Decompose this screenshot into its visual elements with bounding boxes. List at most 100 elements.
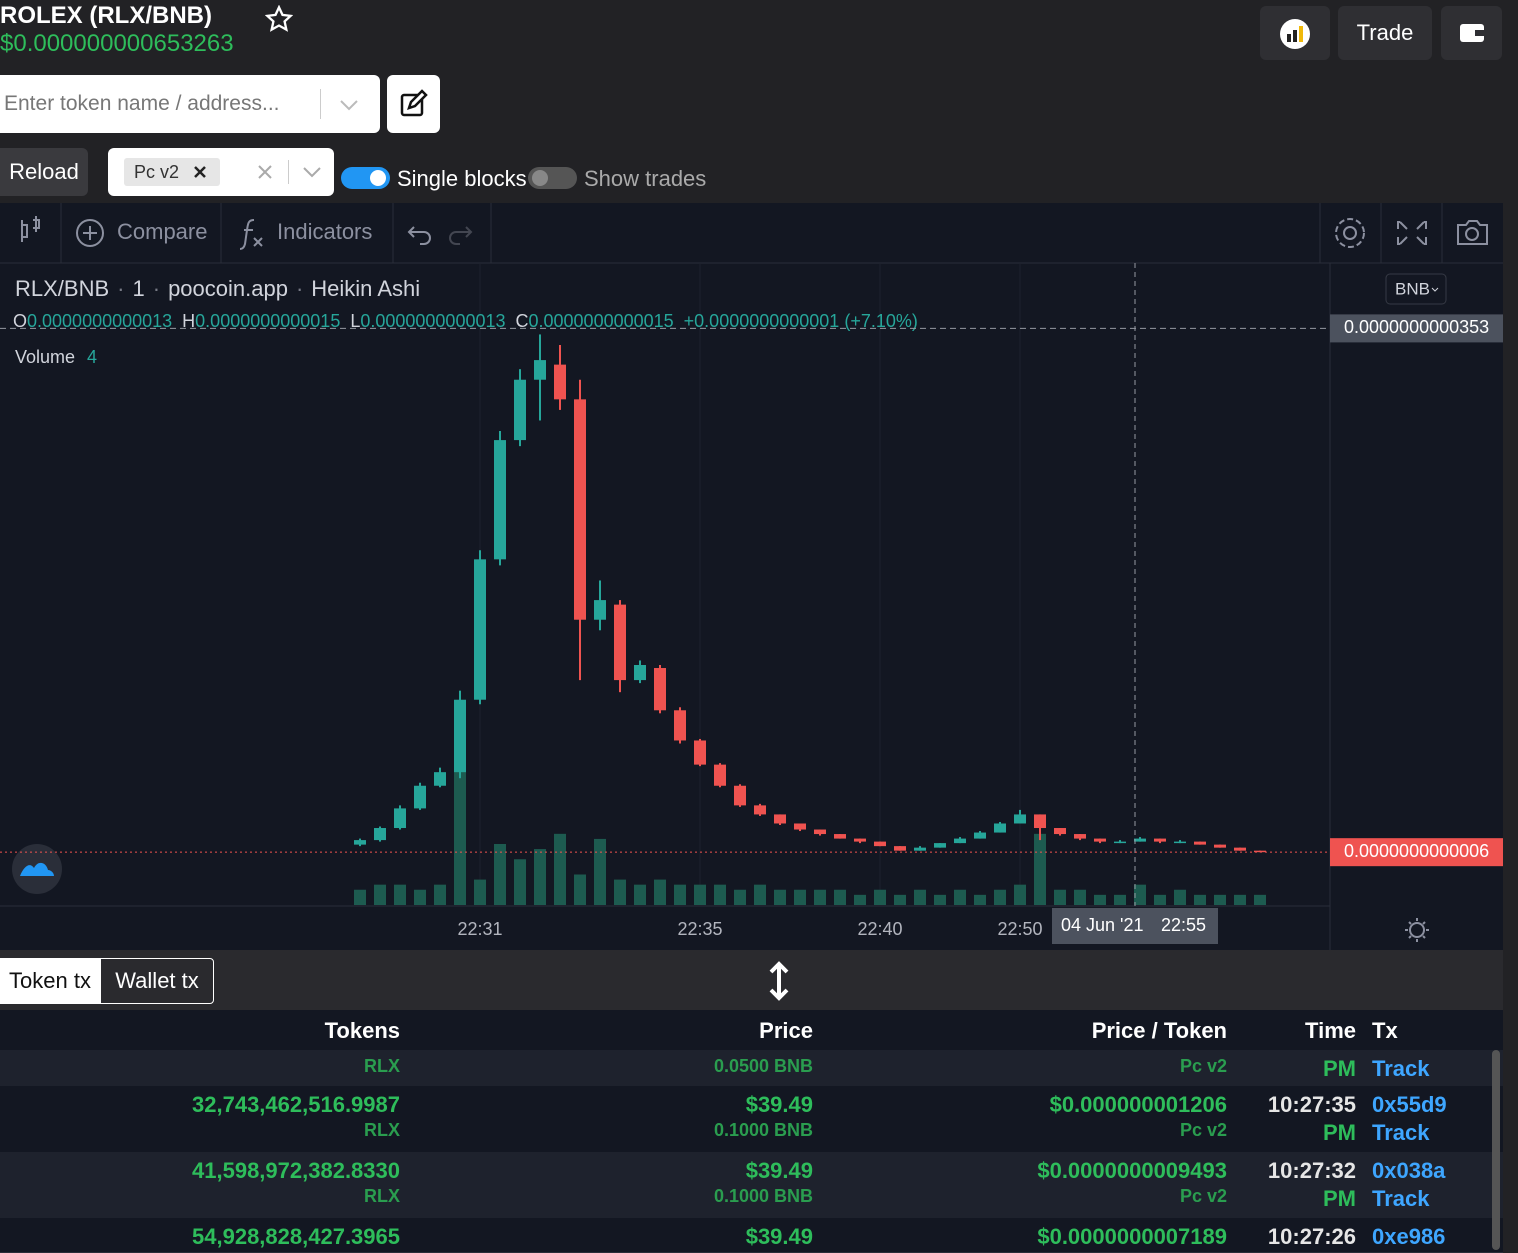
volume-bar <box>614 879 626 905</box>
volume-bar <box>1054 889 1066 905</box>
candle-body <box>1234 847 1246 851</box>
volume-bar <box>1014 884 1026 905</box>
resize-handle[interactable] <box>766 960 792 1002</box>
low-label: L <box>350 311 360 331</box>
scrollbar[interactable] <box>1492 1050 1500 1250</box>
volume-bar <box>394 884 406 905</box>
tx-sub[interactable]: Track <box>1372 1056 1430 1081</box>
candle-body <box>994 823 1006 833</box>
settings-icon[interactable] <box>1343 226 1357 240</box>
candle-body <box>454 699 466 773</box>
tx-value[interactable]: 0xe986 <box>1372 1224 1446 1249</box>
chart-button[interactable] <box>1260 6 1330 60</box>
volume-bar <box>594 838 606 905</box>
chip-remove[interactable] <box>192 164 208 180</box>
price-sub: 0.1000 BNB <box>713 1120 813 1140</box>
candle-body <box>434 772 446 786</box>
redo-icon[interactable] <box>449 226 473 245</box>
dropdown-chevron[interactable] <box>336 95 362 115</box>
ohlc-legend: O0.0000000000013 H0.0000000000015 L0.00000… <box>13 311 918 331</box>
candle-body <box>754 805 766 815</box>
candle-body <box>674 710 686 741</box>
volume-bar <box>854 894 866 905</box>
favorite-star[interactable] <box>265 5 293 33</box>
volume-bar <box>814 889 826 905</box>
candle-body <box>1174 841 1186 844</box>
volume-legend: Volume 4 <box>15 347 97 367</box>
price-per-token-value: $0.000000001206 <box>1049 1092 1227 1117</box>
currency-chevron <box>1431 287 1439 292</box>
token-tx-tab[interactable]: Token tx <box>0 958 100 1004</box>
dropdown-chevron[interactable] <box>300 162 324 182</box>
undo-icon[interactable] <box>407 226 431 245</box>
compare-icon[interactable] <box>76 219 104 247</box>
edit-icon <box>400 89 428 117</box>
candle-body <box>1114 841 1126 844</box>
candle-body <box>1214 844 1226 848</box>
volume-bar <box>534 849 546 905</box>
candle-body <box>414 785 426 809</box>
currency-select[interactable] <box>1385 273 1447 305</box>
exchange-chip <box>124 158 220 186</box>
tx-sub[interactable]: Track <box>1372 1120 1430 1145</box>
candle-body <box>854 838 866 842</box>
volume-bar <box>374 884 386 905</box>
close-label: C <box>516 311 529 331</box>
volume-bar <box>1114 894 1126 905</box>
candle-body <box>1054 828 1066 835</box>
candle-body <box>894 846 906 851</box>
single-blocks-toggle[interactable] <box>341 166 391 190</box>
volume-bar <box>1214 894 1226 905</box>
tokens-sub: RLX <box>364 1056 400 1076</box>
wallet-tx-tab[interactable]: Wallet tx <box>100 958 214 1004</box>
screenshot-icon[interactable] <box>1457 220 1488 245</box>
trade-button[interactable]: Trade <box>1338 6 1432 60</box>
tx-value[interactable]: 0x55d9 <box>1372 1092 1447 1117</box>
last-price-tag <box>1330 838 1503 867</box>
crosshair-price-tag <box>1330 314 1503 343</box>
show-trades-toggle[interactable] <box>528 166 578 190</box>
table-row: 54,928,828,427.3965 $39.49 $0.000000000718… <box>0 1218 1503 1253</box>
indicators-label[interactable]: Indicators <box>277 219 372 244</box>
exchange-chip-label: Pc v2 <box>134 162 180 182</box>
dot: · <box>117 276 124 301</box>
wallet-button[interactable] <box>1441 6 1502 60</box>
candle-body <box>474 559 486 700</box>
candle-body <box>734 785 746 806</box>
candle-body <box>974 832 986 839</box>
reload-button[interactable]: Reload <box>0 148 88 196</box>
chart-type-icon[interactable] <box>21 216 40 242</box>
edit-button[interactable] <box>387 75 440 133</box>
candle-body <box>914 847 926 851</box>
candle-body <box>394 808 406 829</box>
price-sub: 0.1000 BNB <box>713 1186 813 1206</box>
chart-legend: RLX/BNB · 1 · poocoin.app · Heikin Ashi <box>15 276 420 301</box>
auto-scale-icon[interactable] <box>1405 918 1429 942</box>
token-price: $0.000000000653263 <box>0 30 234 57</box>
show-trades-label: Show trades <box>584 166 707 191</box>
compare-label[interactable]: Compare <box>117 219 207 244</box>
table-row: 32,743,462,516.9987 $39.49 $0.000000001206… <box>0 1086 1503 1153</box>
separator <box>320 89 321 119</box>
candle-body <box>934 843 946 848</box>
token-search[interactable]: Enter token name / address... <box>0 75 380 133</box>
wallet-icon <box>1460 24 1484 42</box>
currency-label[interactable]: BNB <box>1395 279 1430 298</box>
volume-bar <box>794 889 806 905</box>
exchange-select[interactable]: Pc v2 <box>108 148 334 196</box>
fullscreen-icon[interactable] <box>1397 221 1427 245</box>
volume-bar <box>1154 894 1166 905</box>
tx-value[interactable]: 0x038a <box>1372 1158 1446 1183</box>
volume-value: 4 <box>87 347 97 367</box>
clear-select[interactable] <box>256 163 274 181</box>
candle-body <box>954 838 966 844</box>
candle-body <box>1154 838 1166 842</box>
chart-background <box>0 203 1503 950</box>
tokens-value: 32,743,462,516.9987 <box>192 1092 400 1117</box>
indicators-icon[interactable] <box>239 219 263 250</box>
dot: · <box>153 276 160 301</box>
tx-sub[interactable]: Track <box>1372 1186 1430 1211</box>
candle-body <box>1034 814 1046 829</box>
panel-bar: Token tx Wallet tx <box>0 950 1503 1010</box>
